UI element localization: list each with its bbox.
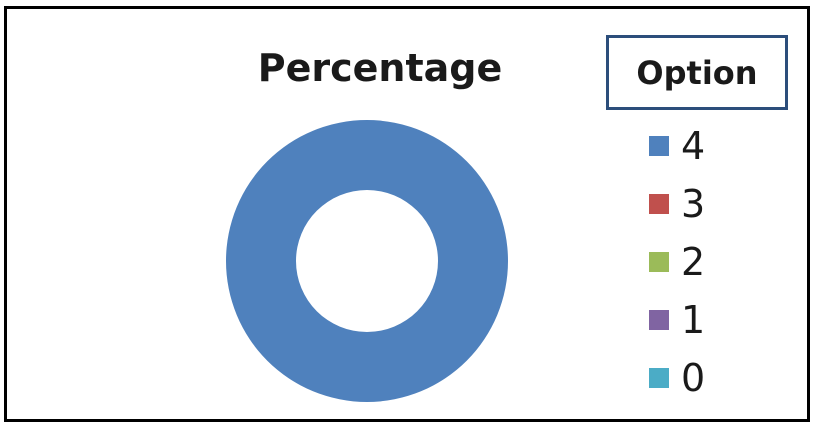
legend: 4 3 2 1 0: [649, 117, 705, 407]
legend-item: 4: [649, 117, 705, 175]
legend-label: 1: [681, 298, 706, 342]
legend-label: 4: [681, 124, 706, 168]
legend-swatch: [649, 252, 669, 272]
legend-item: 1: [649, 291, 705, 349]
legend-swatch: [649, 310, 669, 330]
donut-slices: [226, 120, 508, 402]
legend-title-box: Option: [606, 35, 788, 110]
donut-chart: [226, 120, 508, 402]
legend-swatch: [649, 136, 669, 156]
legend-item: 0: [649, 349, 705, 407]
legend-swatch: [649, 194, 669, 214]
legend-label: 3: [681, 182, 706, 226]
legend-item: 2: [649, 233, 705, 291]
chart-frame: Percentage Option 4 3 2 1 0: [4, 6, 810, 422]
donut-slice-4: [226, 120, 508, 402]
legend-label: 2: [681, 240, 706, 284]
legend-swatch: [649, 368, 669, 388]
chart-title: Percentage: [257, 46, 503, 90]
legend-title: Option: [636, 53, 758, 92]
legend-item: 3: [649, 175, 705, 233]
legend-label: 0: [681, 356, 706, 400]
